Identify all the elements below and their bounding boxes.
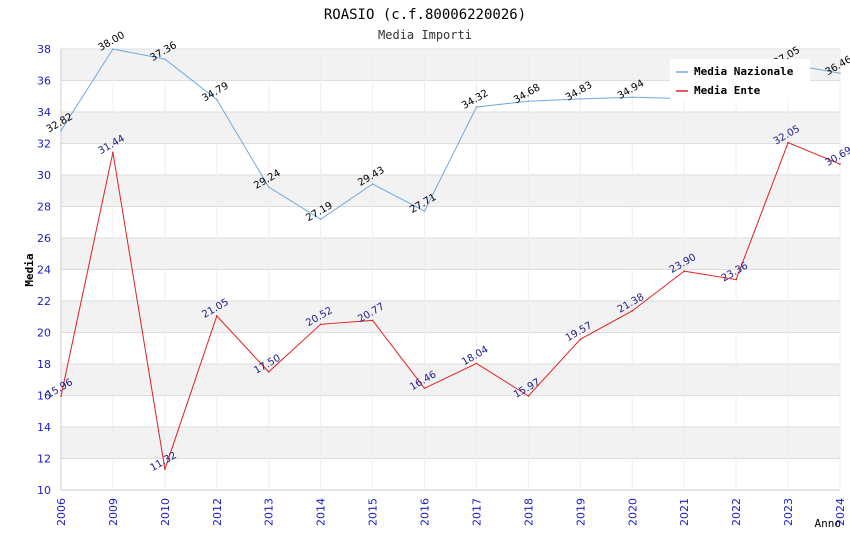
data-point [787, 141, 789, 144]
y-tick-label: 32 [37, 138, 51, 151]
data-point [527, 100, 530, 103]
chart-subtitle: Media Importi [378, 28, 472, 42]
data-point [371, 183, 374, 185]
y-tick-label: 18 [37, 358, 51, 371]
data-point [267, 371, 270, 373]
plot-band [61, 206, 840, 238]
plot-band [61, 175, 840, 207]
x-tick-label: 2017 [470, 498, 483, 526]
chart-title: ROASIO (c.f.80006220026) [324, 7, 526, 23]
y-tick-label: 34 [37, 106, 51, 119]
data-point [60, 395, 62, 397]
legend-label-ente: Media Ente [694, 84, 761, 97]
data-point [683, 270, 685, 272]
data-point [371, 319, 374, 322]
x-tick-label: 2006 [55, 498, 68, 526]
data-point [267, 186, 270, 188]
x-tick-label: 2010 [159, 498, 172, 526]
x-tick-label: 2013 [263, 498, 276, 526]
data-point [112, 151, 114, 154]
x-tick-label: 2023 [782, 498, 795, 526]
y-tick-label: 10 [37, 484, 51, 497]
y-tick-label: 22 [37, 295, 51, 308]
y-tick-label: 24 [37, 264, 51, 277]
plot-band [61, 269, 840, 301]
plot-band [61, 238, 840, 270]
data-point [164, 58, 166, 60]
x-tick-label: 2015 [367, 498, 380, 526]
plot-band [61, 332, 840, 364]
legend-label-nazionale: Media Nazionale [694, 65, 794, 78]
y-tick-label: 20 [37, 327, 51, 340]
x-tick-label: 2014 [315, 498, 328, 526]
data-point [164, 468, 166, 471]
plot-bands [61, 49, 840, 490]
data-point [60, 129, 62, 132]
x-tick-label: 2024 [834, 498, 847, 526]
series-line-ente [60, 142, 841, 470]
plot-band [61, 112, 840, 144]
data-point [839, 72, 841, 75]
x-tick-label: 2021 [678, 498, 691, 526]
x-tick-labels: 2006 2009 2010 2012 2013 2014 2015 2016 2017 2018… [55, 498, 847, 526]
x-tick-label: 2012 [211, 498, 224, 526]
y-tick-label: 16 [37, 390, 51, 403]
x-tick-label: 2009 [107, 498, 120, 526]
plot-band [61, 364, 840, 396]
y-tick-label: 28 [37, 201, 51, 214]
y-tick-label: 26 [37, 232, 51, 245]
data-point [631, 309, 634, 312]
x-axis-title: Anno [815, 517, 842, 530]
x-tick-label: 2022 [730, 498, 743, 526]
data-point [216, 315, 218, 317]
data-point [475, 106, 478, 108]
plot-band [61, 395, 840, 427]
data-point [423, 210, 426, 212]
data-point [475, 362, 478, 365]
x-tick-label: 2020 [626, 498, 639, 526]
plot-band [61, 427, 840, 459]
gridlines [60, 48, 841, 491]
data-point [319, 323, 322, 326]
plot-band [61, 301, 840, 333]
legend-box [670, 59, 810, 102]
y-tick-label: 12 [37, 453, 51, 466]
data-point [216, 98, 218, 101]
data-point [579, 98, 582, 100]
data-point [527, 395, 530, 397]
data-point [839, 163, 841, 165]
data-point [579, 338, 582, 341]
data-point [319, 218, 322, 221]
y-tick-label: 30 [37, 169, 51, 182]
x-tick-label: 2018 [522, 498, 535, 526]
y-tick-labels: 10 12 14 16 18 20 22 24 26 28 30 32 34 36 38 [37, 43, 51, 497]
legend: Media Nazionale Media Ente [670, 59, 810, 102]
data-point [631, 96, 634, 98]
data-point [423, 387, 426, 390]
x-tick-label: 2019 [574, 498, 587, 526]
y-axis-title: Media [23, 253, 36, 286]
plot-band [61, 458, 840, 490]
y-tick-label: 38 [37, 43, 51, 56]
data-point [735, 278, 737, 281]
y-tick-label: 14 [37, 421, 51, 434]
data-point [112, 48, 114, 50]
x-tick-label: 2016 [419, 498, 432, 526]
y-tick-label: 36 [37, 75, 51, 88]
